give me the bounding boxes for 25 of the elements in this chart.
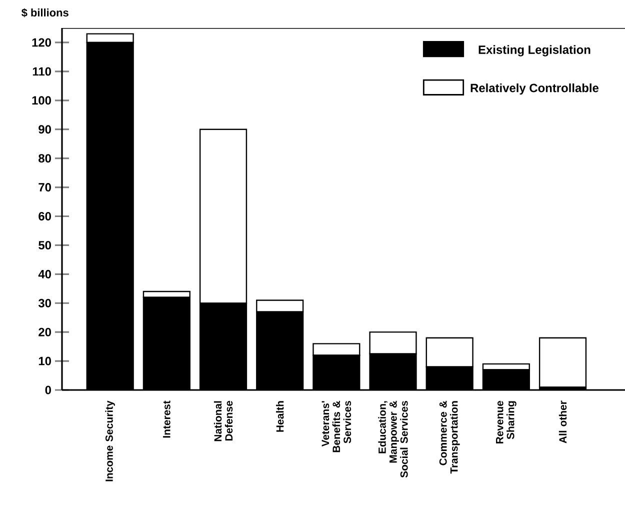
x-tick-label: Income Security	[105, 400, 115, 482]
x-tick-label: Education, Manpower & Social Services	[378, 400, 408, 478]
x-tick-label: All other	[558, 400, 567, 444]
x-tick-label: Veterans' Benefits & Services	[322, 400, 352, 452]
y-tick-label: 20	[38, 328, 51, 336]
x-tick-label: Revenue Sharing	[496, 400, 516, 444]
y-tick-label: 70	[38, 183, 51, 192]
y-tick-label: 120	[32, 38, 51, 47]
x-tick-label: Interest	[163, 400, 170, 438]
y-tick-label: 0	[45, 386, 51, 394]
x-tick-label: National Defense	[214, 400, 233, 442]
legend-label: Existing Legislation	[478, 45, 590, 56]
y-tick-label: 30	[38, 298, 51, 308]
y-tick-label: 90	[38, 125, 51, 134]
x-tick-label: Commerce & Transportation	[439, 400, 460, 474]
y-tick-label: 80	[38, 154, 51, 163]
y-tick-label: 10	[38, 356, 51, 366]
x-tick-label: Health	[276, 401, 284, 432]
y-tick-label: 100	[32, 96, 51, 105]
y-tick-label: 50	[38, 240, 51, 250]
y-axis-title: $ billions	[22, 8, 68, 18]
legend-label: Relatively Controllable	[470, 83, 598, 95]
y-tick-label: 40	[38, 270, 51, 278]
y-tick-label: 60	[38, 212, 51, 220]
y-tick-label: 110	[32, 67, 51, 76]
